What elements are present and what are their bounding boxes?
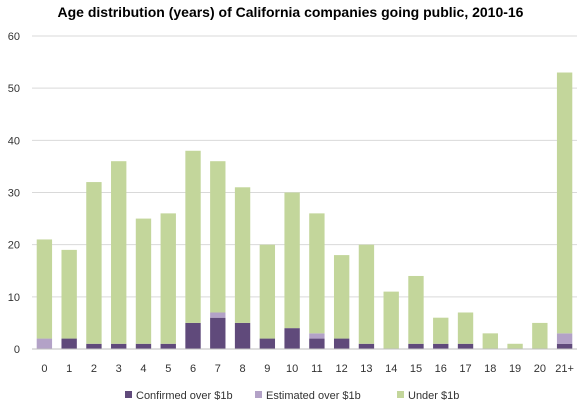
y-tick-label: 20 (8, 240, 20, 252)
bar-segment (61, 249, 77, 339)
legend-swatch (255, 391, 262, 398)
x-tick-label: 13 (360, 363, 372, 375)
bar-segment (309, 333, 325, 339)
y-tick-label: 60 (8, 31, 20, 43)
x-tick-label: 3 (116, 363, 122, 375)
bar-segment (457, 343, 474, 349)
legend-label: Under $1b (408, 390, 459, 402)
x-tick-label: 4 (140, 363, 146, 375)
bar-segment (111, 161, 127, 344)
y-tick-label: 50 (8, 83, 20, 95)
chart-title: Age distribution (years) of California c… (57, 4, 524, 20)
bar-segment (309, 338, 325, 349)
bar-segment (259, 244, 276, 339)
x-tick-label: 17 (459, 363, 471, 375)
x-tick-label: 19 (509, 363, 521, 375)
x-tick-label: 8 (240, 363, 246, 375)
x-tick-label: 20 (534, 363, 546, 375)
legend-label: Estimated over $1b (266, 390, 361, 402)
bar-segment (234, 322, 251, 349)
y-tick-label: 0 (14, 344, 20, 356)
bar-segment (185, 150, 201, 323)
bar-segment (185, 322, 201, 349)
bar-segment (408, 343, 424, 349)
legend: Confirmed over $1b Estimated over $1b Unde… (125, 390, 459, 402)
x-tick-label: 16 (435, 363, 447, 375)
x-tick-label: 7 (215, 363, 221, 375)
x-tick-label: 0 (41, 363, 47, 375)
bar-segment (507, 343, 523, 349)
bar-segment (333, 255, 350, 339)
bar-segment (433, 317, 449, 344)
bar-segment (284, 328, 300, 349)
x-tick-label: 10 (286, 363, 298, 375)
x-tick-label: 1 (66, 363, 72, 375)
bar-segment (556, 343, 573, 349)
bar-segment (210, 161, 226, 313)
bar-segment (482, 333, 498, 349)
legend-swatch (397, 391, 404, 398)
legend-label: Confirmed over $1b (136, 390, 233, 402)
x-tick-label: 11 (311, 363, 322, 375)
bar-segment (61, 338, 77, 349)
x-tick-label: 12 (336, 363, 348, 375)
x-tick-label: 18 (484, 363, 496, 375)
legend-swatch (125, 391, 132, 398)
x-tick-label: 14 (385, 363, 397, 375)
y-tick-label: 30 (8, 188, 20, 200)
bar-segment (86, 182, 102, 344)
bar-segment (532, 322, 548, 349)
bar-segment (210, 312, 226, 318)
x-tick-label: 6 (190, 363, 196, 375)
bar-segment (358, 343, 375, 349)
bar-segment (160, 213, 176, 344)
bar-segment (259, 338, 276, 349)
bar-segment (86, 343, 102, 349)
y-tick-label: 40 (8, 135, 20, 147)
x-tick-label: 21+ (555, 363, 574, 375)
bar-segment (284, 192, 300, 329)
bar-segment (36, 338, 53, 349)
bar-segment (111, 343, 127, 349)
bars (36, 72, 573, 349)
x-axis-ticks: 0 1 2 3 4 5 6 7 8 9 10 11 12 13 14 15 16 17 18 19 20 21+ (41, 363, 574, 375)
bar-segment (333, 338, 350, 349)
bar-segment (383, 291, 399, 349)
x-tick-label: 5 (165, 363, 171, 375)
bar-segment (433, 343, 449, 349)
x-tick-label: 9 (264, 363, 270, 375)
bar-segment (556, 333, 573, 344)
bar-segment (556, 72, 573, 334)
x-tick-label: 15 (410, 363, 422, 375)
bar-segment (160, 343, 176, 349)
bar-segment (135, 343, 152, 349)
bar-segment (36, 239, 53, 339)
y-tick-label: 10 (8, 292, 20, 304)
x-tick-label: 2 (91, 363, 97, 375)
bar-segment (408, 275, 424, 344)
bar-segment (210, 317, 226, 349)
bar-segment (234, 187, 251, 323)
bar-segment (135, 218, 152, 344)
bar-segment (309, 213, 325, 334)
y-axis-ticks: 0 10 20 30 40 50 60 (8, 31, 20, 356)
bar-segment (358, 244, 375, 344)
bar-segment (457, 312, 474, 344)
